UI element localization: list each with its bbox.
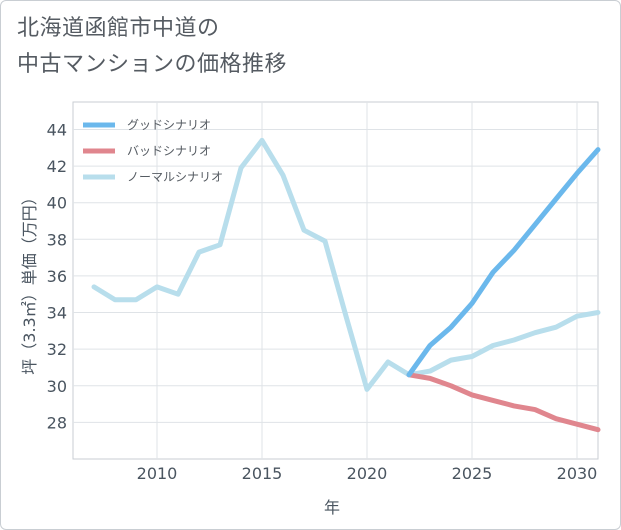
legend-label: グッドシナリオ xyxy=(127,118,211,132)
y-tick-label: 40 xyxy=(47,194,67,213)
y-tick-label: 32 xyxy=(47,340,67,359)
series-line-2 xyxy=(91,137,601,392)
y-tick-label: 38 xyxy=(47,230,67,249)
title-line-1: 北海道函館市中道の xyxy=(17,16,220,41)
y-tick-label: 28 xyxy=(47,413,67,432)
y-tick-label: 44 xyxy=(47,120,67,139)
y-axis-label: 坪（3.3㎡）単価（万円） xyxy=(20,189,39,374)
title-line-2: 中古マンションの価格推移 xyxy=(17,52,288,77)
y-tick-label: 36 xyxy=(47,267,67,286)
x-tick-label: 2025 xyxy=(452,464,493,483)
series-lines xyxy=(91,137,601,433)
x-axis-label: 年 xyxy=(324,498,340,517)
chart-title: 北海道函館市中道の 中古マンションの価格推移 xyxy=(17,11,287,83)
x-tick-label: 2030 xyxy=(557,464,598,483)
legend-label: バッドシナリオ xyxy=(127,144,211,158)
y-tick-label: 42 xyxy=(47,157,67,176)
x-tick-label: 2010 xyxy=(137,464,178,483)
x-tick-label: 2015 xyxy=(242,464,283,483)
grid-lines xyxy=(73,102,598,459)
legend-label: ノーマルシナリオ xyxy=(127,170,223,184)
series-line-0 xyxy=(406,147,601,378)
y-tick-label: 30 xyxy=(47,377,67,396)
y-tick-labels: 28 30 32 34 36 38 40 42 44 xyxy=(47,120,67,432)
y-tick-label: 34 xyxy=(47,304,67,323)
series-line-1 xyxy=(406,372,601,433)
x-tick-labels: 2010 2015 2020 2025 2030 xyxy=(137,464,598,483)
x-tick-label: 2020 xyxy=(347,464,388,483)
